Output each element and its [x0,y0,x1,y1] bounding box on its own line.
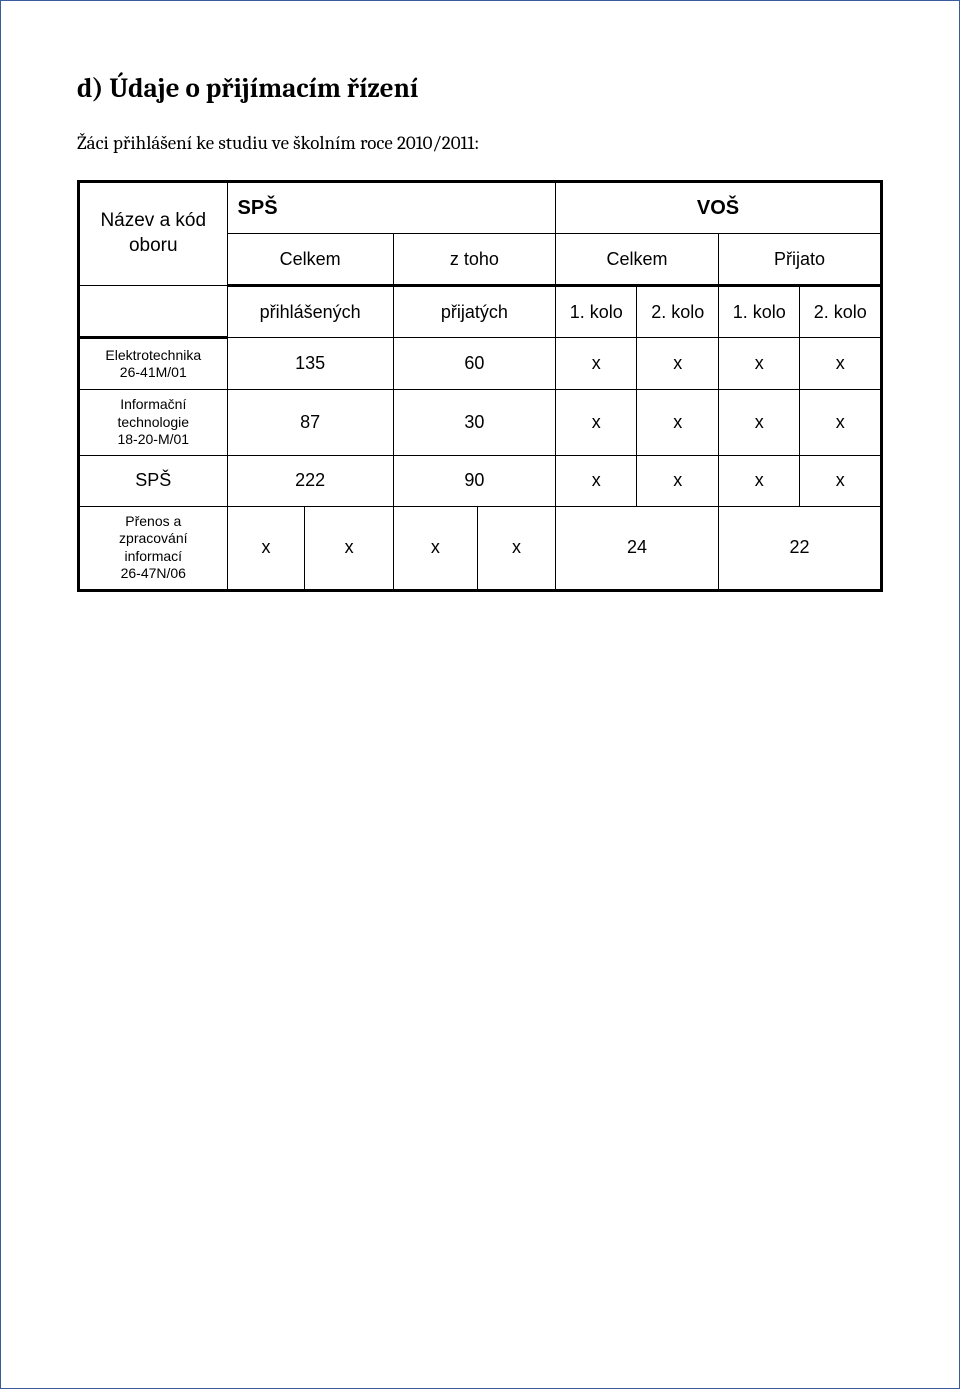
table-row: Elektrotechnika 26-41M/01 135 60 x x x x [79,338,882,390]
row-label: SPŠ [79,455,228,506]
row2-c3: x [555,455,637,506]
sps-header: SPŠ [227,182,555,234]
page: d) Údaje o přijímacím řízení Žáci přihlá… [0,0,960,1389]
row0-c2: 60 [393,338,555,390]
corner-label-line1: Název a kód [100,210,206,231]
table-row: Přenos a zpracování informací 26-47N/06 … [79,506,882,590]
corner-label: Název a kód oboru [79,182,228,286]
row3-label-line1: Přenos a [125,513,181,529]
row1-label-line3: 18-20-M/01 [117,431,189,447]
row1-label-line1: Informační [120,396,186,412]
row3-v1: 24 [555,506,718,590]
sps-sub-celkem: Celkem [227,234,393,286]
row1-c2: 30 [393,390,555,456]
row0-c5: x [718,338,800,390]
subsub-prihlasenych: přihlášených [227,286,393,338]
row3-s1: x [227,506,305,590]
row3-s3: x [393,506,477,590]
row0-label-line1: Elektrotechnika [105,347,201,363]
vos-sub-celkem: Celkem [555,234,718,286]
row0-c1: 135 [227,338,393,390]
subsub-prijatych: přijatých [393,286,555,338]
row-label: Přenos a zpracování informací 26-47N/06 [79,506,228,590]
row3-label-line3: informací [124,548,182,564]
empty-label-cell [79,286,228,338]
sps-sub-ztoho: z toho [393,234,555,286]
subsub-vos-2kolo-b: 2. kolo [800,286,882,338]
row-label: Elektrotechnika 26-41M/01 [79,338,228,390]
row3-label-line4: 26-47N/06 [121,565,186,581]
row0-c3: x [555,338,637,390]
admissions-table: Název a kód oboru SPŠ VOŠ Celkem z toho … [77,180,883,592]
row2-c5: x [718,455,800,506]
subsub-vos-1kolo-b: 1. kolo [718,286,800,338]
vos-header: VOŠ [555,182,881,234]
vos-sub-prijato: Přijato [718,234,881,286]
row3-s2: x [305,506,393,590]
corner-label-line2: oboru [129,235,178,256]
row2-c2: 90 [393,455,555,506]
row-label: Informační technologie 18-20-M/01 [79,390,228,456]
table-header-row: Název a kód oboru SPŠ VOŠ [79,182,882,234]
row3-v2: 22 [718,506,881,590]
section-heading: d) Údaje o přijímacím řízení [77,73,883,104]
table-row: SPŠ 222 90 x x x x [79,455,882,506]
row1-c6: x [800,390,882,456]
subsub-vos-1kolo-a: 1. kolo [555,286,637,338]
section-subheading: Žáci přihlášení ke studiu ve školním roc… [77,132,883,154]
row0-label-line2: 26-41M/01 [120,364,187,380]
row3-label-line2: zpracování [119,530,187,546]
row3-s4: x [478,506,556,590]
row1-c3: x [555,390,637,456]
row0-c4: x [637,338,719,390]
row2-c6: x [800,455,882,506]
row1-c5: x [718,390,800,456]
row0-c6: x [800,338,882,390]
subsub-vos-2kolo-a: 2. kolo [637,286,719,338]
row1-c4: x [637,390,719,456]
table-row: Informační technologie 18-20-M/01 87 30 … [79,390,882,456]
row1-label-line2: technologie [117,414,189,430]
table-subsub-row: přihlášených přijatých 1. kolo 2. kolo 1… [79,286,882,338]
row2-c1: 222 [227,455,393,506]
row2-c4: x [637,455,719,506]
row1-c1: 87 [227,390,393,456]
